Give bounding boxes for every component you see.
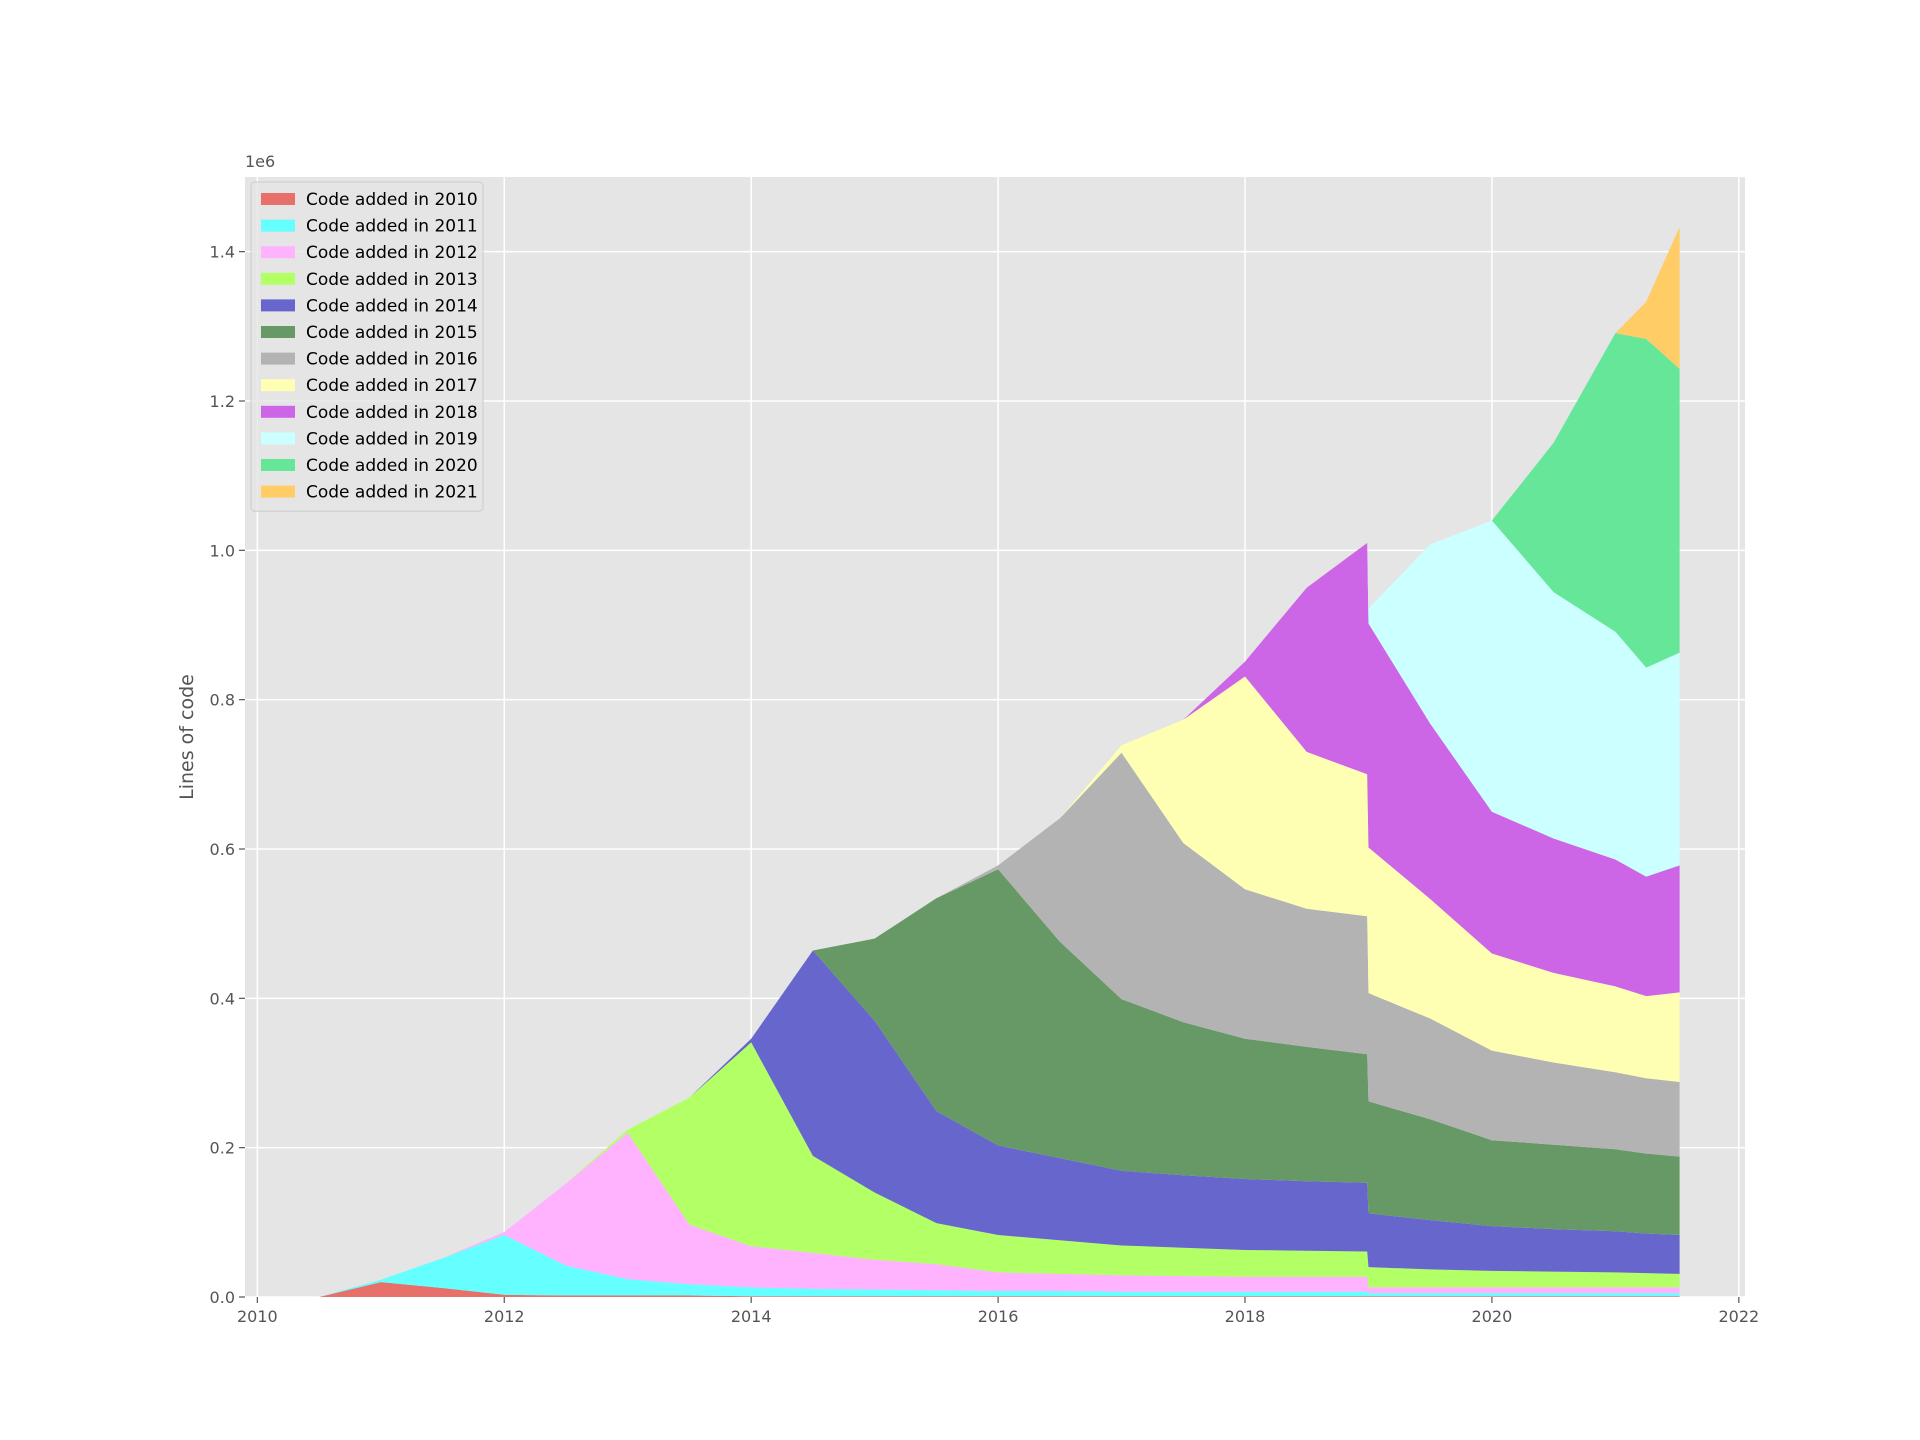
y-tick-label: 0.8	[210, 691, 235, 710]
legend-entry-label: Code added in 2021	[306, 483, 478, 503]
legend-entry-label: Code added in 2010	[306, 190, 478, 210]
y-tick-label: 0.2	[210, 1139, 235, 1158]
legend-swatch	[261, 459, 295, 471]
legend-entry-label: Code added in 2020	[306, 456, 478, 476]
y-axis-label: Lines of code	[176, 674, 198, 800]
area-series	[319, 542, 1680, 1297]
legend-entry-label: Code added in 2016	[306, 350, 478, 370]
legend-swatch	[261, 379, 295, 392]
legend-swatch	[261, 405, 295, 418]
legend-entry-label: Code added in 2013	[306, 270, 478, 290]
y-tick-label: 0.4	[210, 989, 235, 1008]
legend-swatch	[261, 485, 295, 498]
legend-entry-label: Code added in 2011	[306, 217, 478, 237]
area-series	[319, 1042, 1680, 1297]
legend-entry-label: Code added in 2015	[306, 323, 478, 343]
y-axis-ticks: 0.0 0.2 0.4 0.6 0.8 1.0 1.2 1.4	[210, 243, 245, 1307]
x-tick-label: 2022	[1718, 1307, 1759, 1326]
legend-entry-label: Code added in 2019	[306, 429, 478, 449]
area-series	[319, 676, 1680, 1297]
legend-swatch	[261, 193, 295, 205]
y-axis-offset-label: 1e6	[245, 152, 275, 171]
legend-swatch	[261, 326, 295, 338]
legend-box	[250, 181, 484, 512]
area-series	[319, 1282, 1680, 1297]
stacked-areas	[319, 227, 1680, 1298]
y-tick-label: 0.0	[210, 1288, 235, 1307]
legend-entry-label: Code added in 2017	[306, 376, 478, 396]
legend-swatch	[261, 272, 295, 285]
y-tick-label: 0.6	[210, 840, 235, 859]
x-tick-label: 2020	[1472, 1307, 1513, 1326]
x-tick-label: 2010	[237, 1307, 278, 1326]
legend-swatch	[261, 219, 295, 232]
legend-swatch	[261, 246, 295, 259]
legend-entry-label: Code added in 2014	[306, 296, 478, 316]
x-tick-label: 2016	[978, 1307, 1019, 1326]
legend-entry-label: Code added in 2012	[306, 243, 478, 263]
legend-entry-label: Code added in 2018	[306, 403, 478, 423]
area-series	[319, 869, 1680, 1297]
legend-swatch	[261, 352, 295, 365]
x-tick-label: 2012	[484, 1307, 525, 1326]
legend: Code added in 2010 Code added in 2011 Code…	[250, 181, 484, 512]
y-tick-label: 1.0	[210, 541, 235, 560]
x-axis-ticks: 2010 2012 2014 2016 2018 2020 2022	[237, 1297, 1759, 1326]
legend-swatch	[261, 299, 295, 312]
y-tick-label: 1.4	[210, 243, 235, 262]
area-series	[319, 752, 1680, 1297]
x-tick-label: 2018	[1225, 1307, 1266, 1326]
area-series	[319, 1132, 1680, 1297]
x-tick-label: 2014	[731, 1307, 772, 1326]
area-series	[319, 520, 1680, 1297]
y-tick-label: 1.2	[210, 392, 235, 411]
legend-swatch	[261, 432, 295, 445]
area-series	[319, 950, 1680, 1297]
